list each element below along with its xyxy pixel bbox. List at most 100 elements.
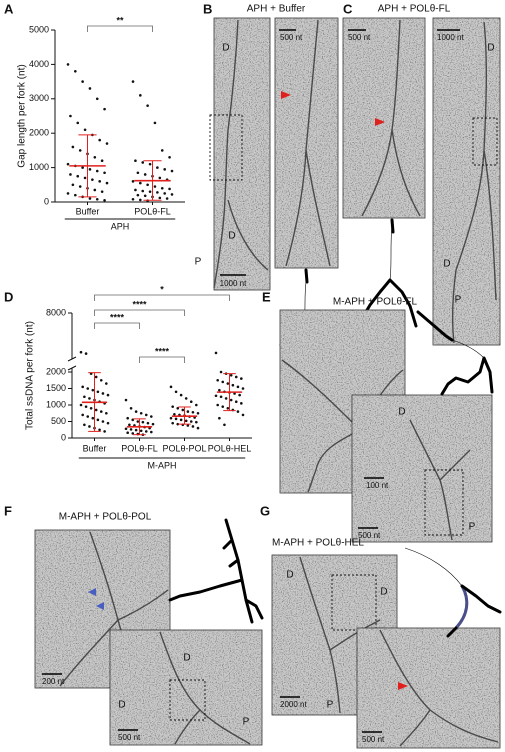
- x-tick-label: Buffer: [76, 206, 100, 216]
- y-tick-label: 5000: [29, 24, 49, 34]
- data-point: [136, 193, 140, 197]
- data-point: [76, 121, 80, 125]
- data-point: [141, 189, 145, 193]
- data-point: [86, 387, 90, 390]
- panel-label: B: [203, 1, 212, 16]
- data-point: [134, 428, 138, 432]
- panel-label: C: [343, 1, 353, 16]
- y-tick-label: 3000: [29, 93, 49, 103]
- data-point: [105, 142, 109, 145]
- data-point: [139, 198, 142, 202]
- y-tick-label: 4000: [29, 59, 49, 69]
- data-point: [221, 405, 225, 408]
- y-axis-label: Total ssDNA per fork (nt): [25, 321, 36, 430]
- data-point: [148, 162, 152, 166]
- data-point: [83, 395, 86, 399]
- data-point: [219, 395, 223, 399]
- data-point: [131, 432, 135, 435]
- data-point: [191, 410, 195, 414]
- data-point: [126, 431, 129, 435]
- data-point: [158, 196, 162, 200]
- data-point: [136, 171, 140, 175]
- dna-end-label: P: [243, 717, 250, 728]
- data-point: [81, 80, 84, 83]
- panel-f: M-APH + POLθ-POL 200 nt 500 nt D D P: [34, 512, 264, 746]
- data-point: [144, 413, 148, 417]
- data-point: [195, 420, 198, 424]
- panel-g: M-APH + POLθ-HEL 2000 nt D D P 500 nt: [271, 538, 502, 749]
- data-point: [160, 186, 164, 190]
- data-point: [76, 174, 80, 178]
- dna-end-label: P: [455, 295, 462, 306]
- data-point: [124, 427, 128, 431]
- dna-end-label: P: [195, 257, 202, 268]
- data-point: [79, 350, 83, 354]
- data-point: [71, 145, 75, 149]
- data-point: [83, 423, 86, 427]
- data-point: [139, 429, 143, 433]
- scale-label: 1000 nt: [437, 33, 464, 42]
- dna-strand: [213, 19, 269, 289]
- data-point: [170, 193, 174, 196]
- data-point: [93, 155, 97, 159]
- y-tick-label: 0: [44, 196, 49, 206]
- data-point: [186, 410, 190, 413]
- data-point: [241, 413, 245, 417]
- data-point: [214, 394, 218, 398]
- y-tick-label: 1000: [46, 399, 66, 409]
- data-point: [139, 181, 142, 185]
- data-point: [78, 185, 82, 188]
- scale-label: 500 nt: [362, 735, 385, 744]
- data-point: [163, 192, 166, 195]
- data-point: [189, 420, 193, 423]
- em-texture: [343, 18, 425, 218]
- data-point: [74, 69, 77, 73]
- data-point: [94, 375, 98, 379]
- data-point: [141, 420, 145, 424]
- scale-label: 500 nt: [280, 33, 303, 42]
- panel-title: APH + POLθ-FL: [378, 4, 451, 15]
- data-point: [144, 430, 148, 433]
- data-point: [168, 187, 171, 191]
- data-point: [98, 180, 101, 183]
- data-point: [129, 428, 133, 431]
- significance-bracket: [139, 356, 185, 363]
- scale-label: 100 nt: [366, 481, 389, 490]
- data-point: [95, 169, 99, 173]
- data-point: [88, 197, 92, 200]
- data-point: [153, 121, 157, 125]
- data-point: [134, 188, 137, 192]
- dna-strand: [159, 631, 251, 745]
- data-point: [136, 420, 140, 423]
- data-point: [91, 416, 95, 420]
- significance-label: **: [116, 15, 124, 25]
- dna-strand: [409, 419, 471, 541]
- dna-end-label: P: [327, 700, 334, 711]
- x-tick-label: POLθ-HEL: [208, 443, 252, 453]
- data-point: [66, 162, 70, 166]
- data-point: [179, 393, 183, 397]
- significance-bracket: [94, 309, 185, 316]
- significance-label: ****: [110, 312, 125, 322]
- dna-end-label: D: [286, 570, 293, 581]
- data-point: [181, 408, 185, 412]
- significance-label: ****: [132, 299, 147, 309]
- zoom-box: [331, 574, 377, 631]
- data-point: [88, 397, 91, 400]
- scale-label: 200 nt: [42, 677, 65, 686]
- em-texture: [433, 18, 500, 345]
- scale-label: 1000 nt: [220, 279, 247, 288]
- data-point: [134, 159, 137, 163]
- zoom-box: [209, 114, 243, 181]
- data-point: [105, 382, 108, 385]
- data-point: [196, 411, 200, 415]
- panel-label: E: [262, 289, 271, 304]
- data-point: [158, 176, 162, 180]
- data-point: [78, 149, 82, 152]
- data-point: [66, 63, 70, 66]
- data-point: [236, 385, 240, 389]
- data-point: [141, 161, 145, 164]
- scale-label: 2000 nt: [280, 700, 307, 709]
- em-texture: [352, 395, 492, 542]
